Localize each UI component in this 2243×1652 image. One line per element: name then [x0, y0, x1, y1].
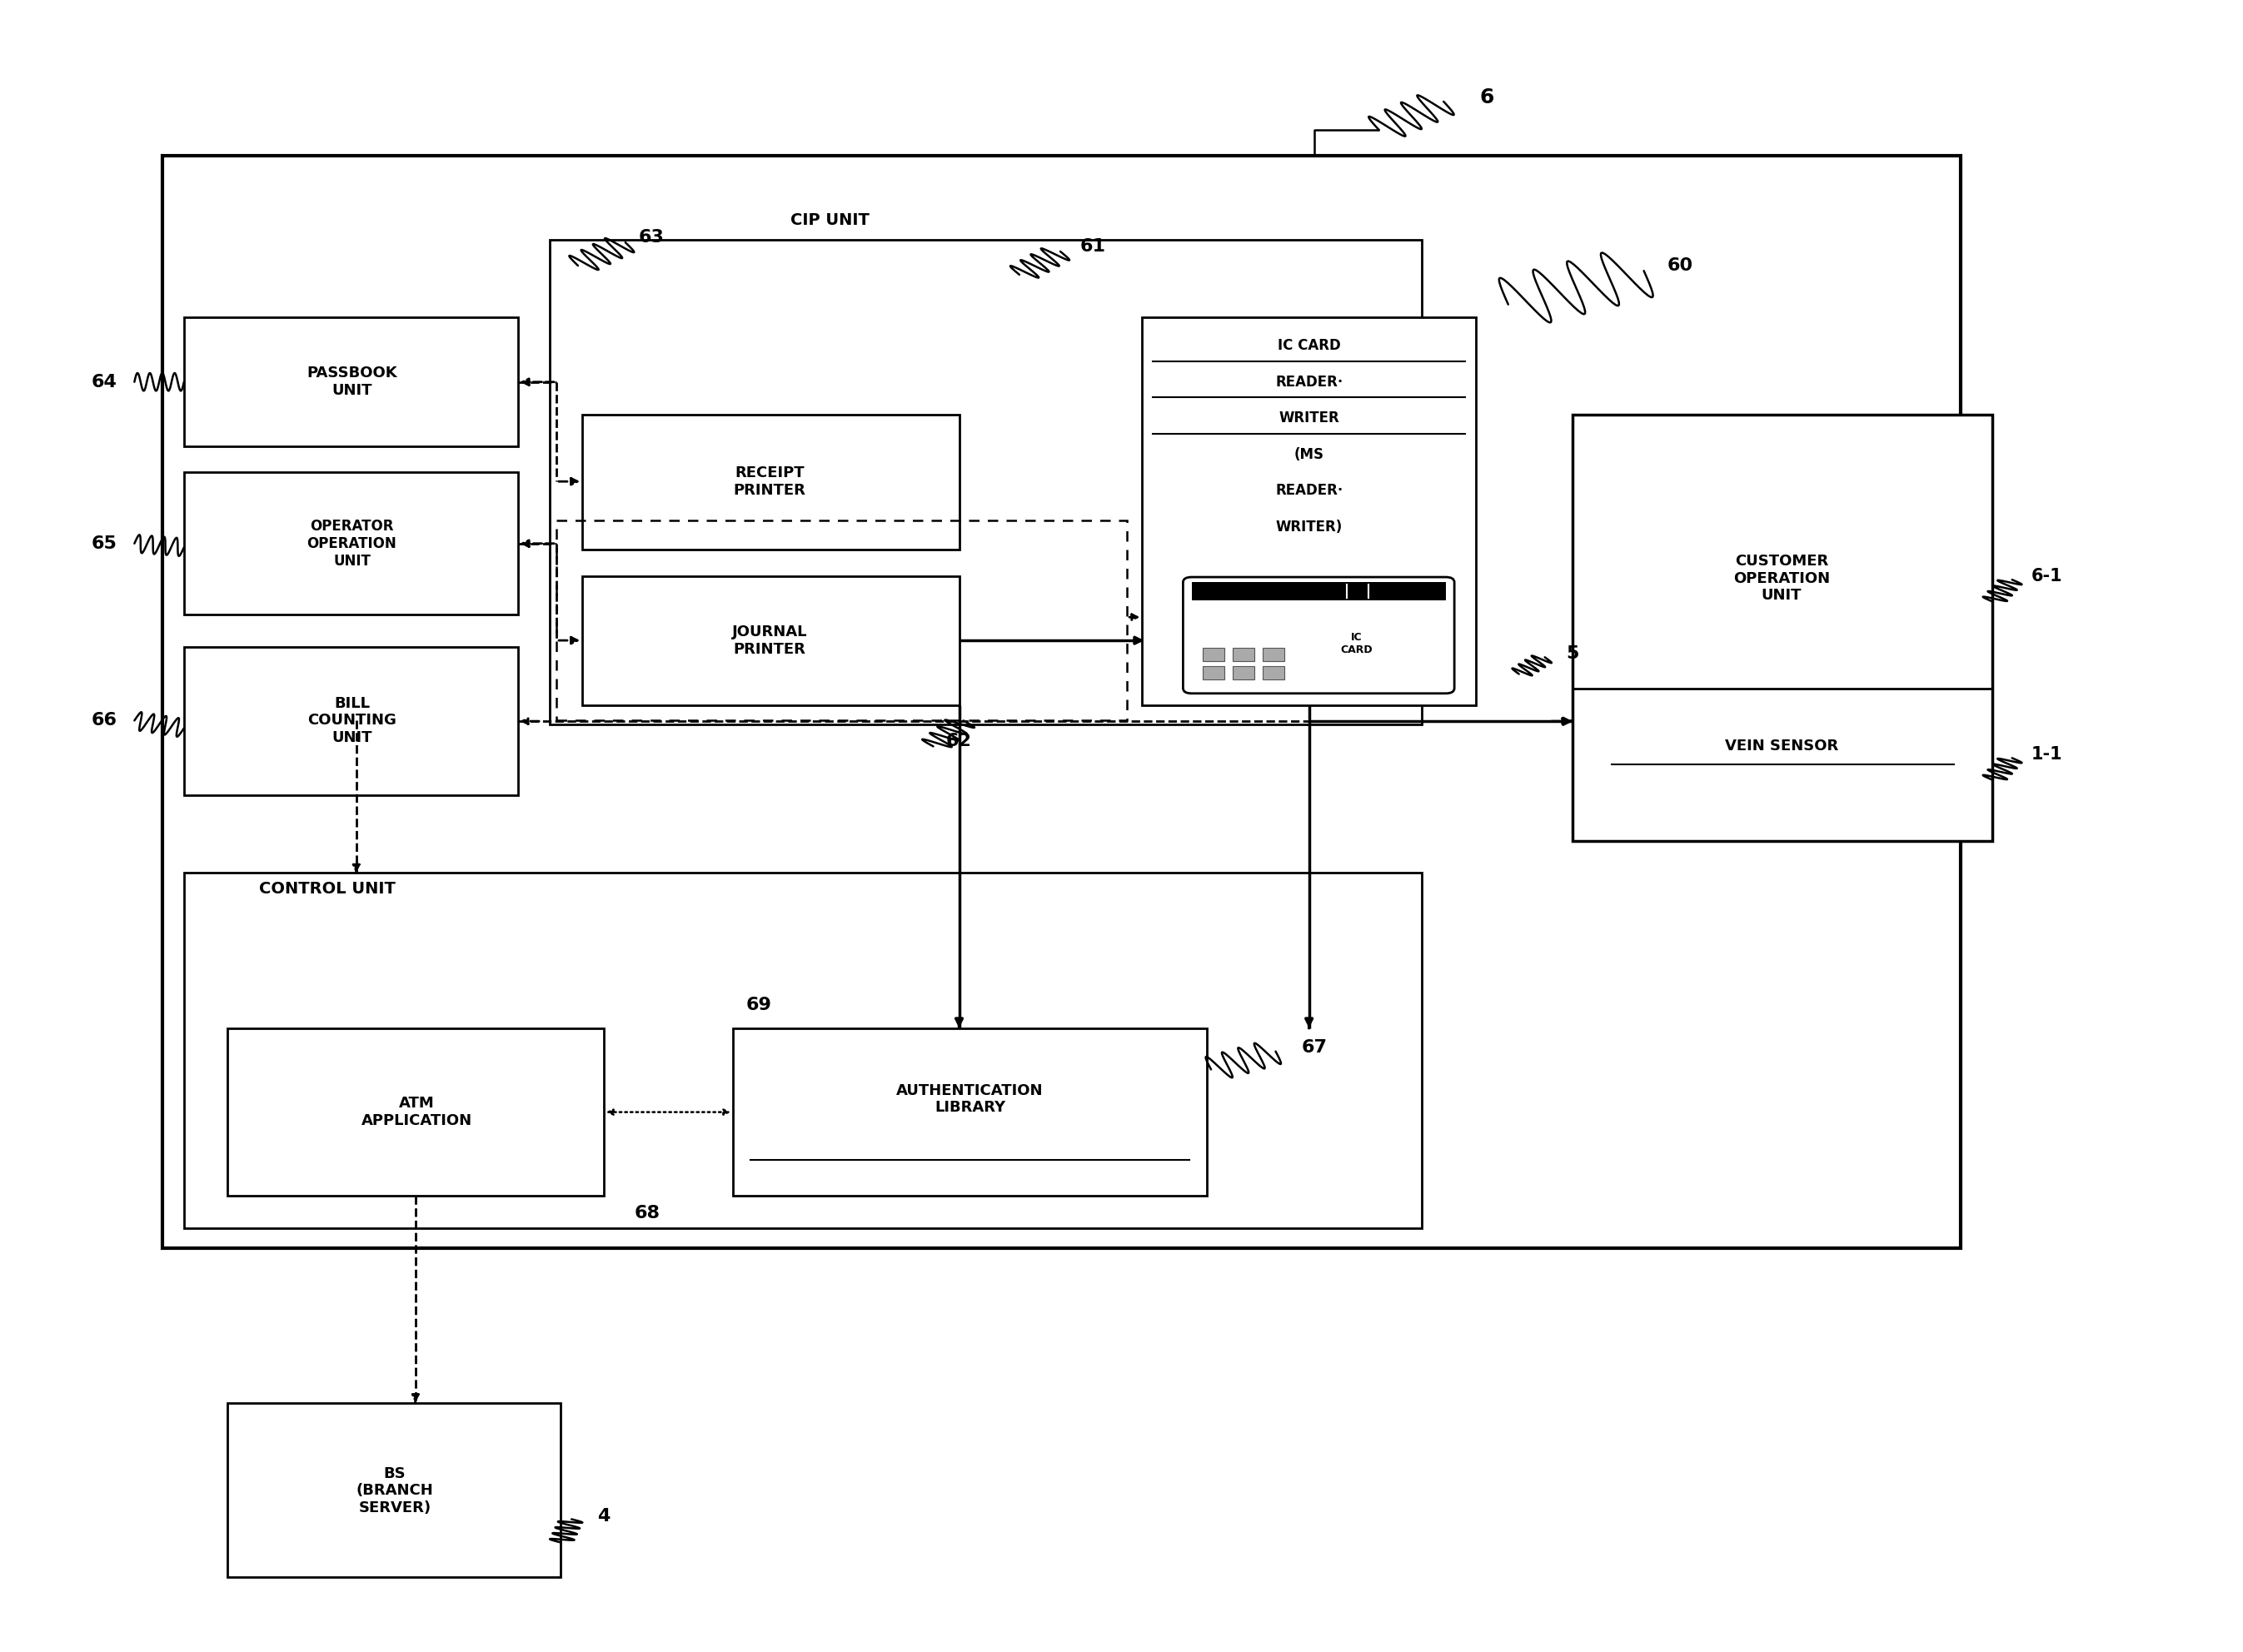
Bar	[1191, 582, 1447, 600]
Text: 64: 64	[92, 373, 117, 390]
Bar	[227, 1028, 603, 1196]
Text: WRITER): WRITER)	[1276, 519, 1341, 534]
Text: JOURNAL
PRINTER: JOURNAL PRINTER	[731, 624, 807, 656]
Bar	[227, 1403, 561, 1578]
Text: 68: 68	[635, 1204, 659, 1221]
Text: OPERATOR
OPERATION
UNIT: OPERATOR OPERATION UNIT	[307, 519, 397, 568]
Text: CUSTOMER
OPERATION
UNIT: CUSTOMER OPERATION UNIT	[1734, 553, 1830, 603]
Bar	[1572, 415, 1992, 841]
Text: WRITER: WRITER	[1279, 411, 1339, 426]
Text: (MS: (MS	[1294, 446, 1323, 463]
Text: ATM
APPLICATION: ATM APPLICATION	[361, 1095, 471, 1128]
Bar	[161, 155, 1960, 1247]
Bar	[1263, 648, 1285, 661]
Bar	[1234, 648, 1254, 661]
Text: 62: 62	[947, 733, 971, 750]
Bar	[556, 520, 1126, 720]
Bar	[583, 415, 960, 550]
Bar	[1142, 317, 1476, 705]
Text: 1-1: 1-1	[2030, 745, 2061, 763]
Bar	[733, 1028, 1207, 1196]
Text: 66: 66	[92, 712, 117, 729]
Text: 63: 63	[639, 230, 664, 246]
Bar	[1202, 648, 1225, 661]
FancyBboxPatch shape	[1182, 577, 1453, 694]
Text: 67: 67	[1301, 1039, 1328, 1056]
Text: 61: 61	[1079, 238, 1106, 254]
Text: VEIN SENSOR: VEIN SENSOR	[1725, 738, 1839, 753]
Text: IC
CARD: IC CARD	[1341, 633, 1373, 656]
Text: BS
(BRANCH
SERVER): BS (BRANCH SERVER)	[357, 1465, 433, 1515]
Text: 4: 4	[597, 1508, 610, 1525]
Bar	[583, 577, 960, 705]
Text: IC CARD: IC CARD	[1279, 339, 1341, 354]
Bar	[1234, 666, 1254, 679]
Bar	[1263, 666, 1285, 679]
Bar	[184, 317, 518, 446]
Bar	[184, 472, 518, 615]
Bar	[1202, 666, 1225, 679]
Text: CIP UNIT: CIP UNIT	[790, 213, 870, 228]
Text: CONTROL UNIT: CONTROL UNIT	[260, 881, 395, 897]
Text: AUTHENTICATION
LIBRARY: AUTHENTICATION LIBRARY	[897, 1084, 1043, 1115]
Bar	[184, 648, 518, 796]
Bar	[184, 872, 1422, 1229]
Bar	[550, 240, 1422, 725]
Text: 65: 65	[92, 535, 117, 552]
Text: RECEIPT
PRINTER: RECEIPT PRINTER	[733, 466, 805, 497]
Text: BILL
COUNTING
UNIT: BILL COUNTING UNIT	[307, 695, 397, 745]
Text: 69: 69	[747, 996, 772, 1013]
Text: 5: 5	[1566, 644, 1579, 662]
Text: READER·: READER·	[1276, 482, 1344, 497]
Text: READER·: READER·	[1276, 375, 1344, 390]
Text: 60: 60	[1667, 258, 1693, 274]
Text: PASSBOOK
UNIT: PASSBOOK UNIT	[307, 365, 397, 398]
Text: 6-1: 6-1	[2030, 568, 2061, 585]
Text: 6: 6	[1480, 88, 1494, 107]
